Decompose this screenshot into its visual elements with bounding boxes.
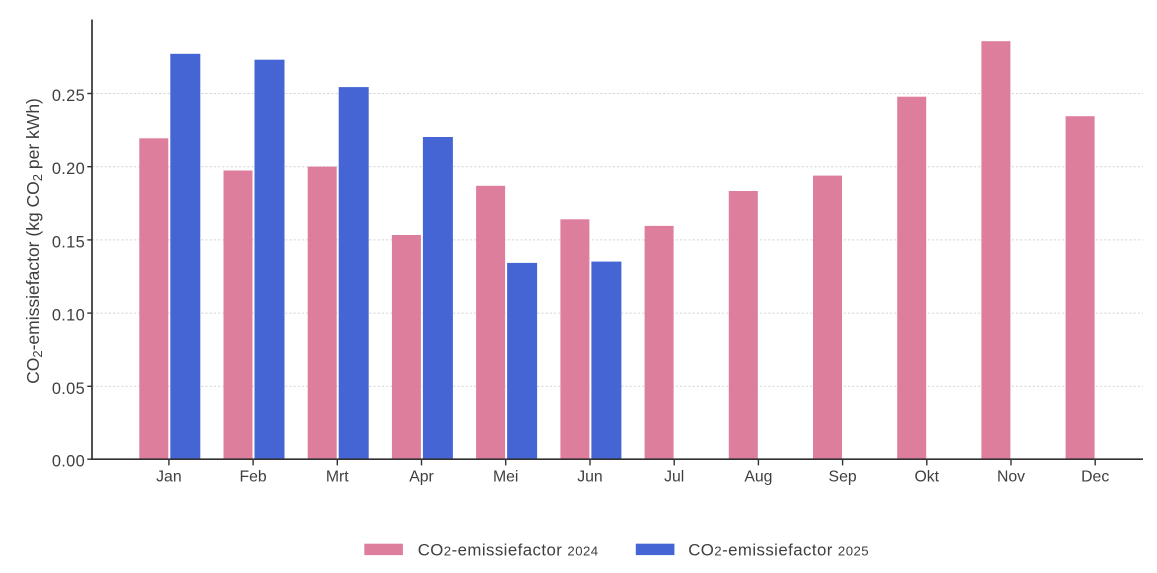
svg-text:Apr: Apr <box>409 469 434 486</box>
svg-text:Dec: Dec <box>1081 469 1109 486</box>
svg-text:Okt: Okt <box>915 469 940 486</box>
svg-text:Jun: Jun <box>577 469 602 486</box>
svg-text:Nov: Nov <box>997 469 1025 486</box>
svg-text:0.05: 0.05 <box>52 380 85 398</box>
svg-text:Sep: Sep <box>829 469 857 486</box>
svg-text:0.00: 0.00 <box>52 453 85 471</box>
svg-text:Mrt: Mrt <box>326 469 349 486</box>
svg-text:Feb: Feb <box>239 469 266 486</box>
svg-text:CO2-emissiefactor 2024: CO2-emissiefactor 2024 <box>418 541 599 560</box>
svg-text:CO2-emissiefactor (kg CO2 per: CO2-emissiefactor (kg CO2 per kWh) <box>23 98 45 384</box>
svg-text:Aug: Aug <box>744 469 772 486</box>
svg-text:0.25: 0.25 <box>52 87 85 105</box>
svg-text:0.15: 0.15 <box>52 233 85 251</box>
svg-text:CO2-emissiefactor 2025: CO2-emissiefactor 2025 <box>688 541 869 560</box>
svg-text:Mei: Mei <box>493 469 518 486</box>
svg-text:Jul: Jul <box>664 469 684 486</box>
svg-text:Jan: Jan <box>156 469 181 486</box>
svg-text:0.10: 0.10 <box>52 307 85 325</box>
svg-text:0.20: 0.20 <box>52 160 85 178</box>
